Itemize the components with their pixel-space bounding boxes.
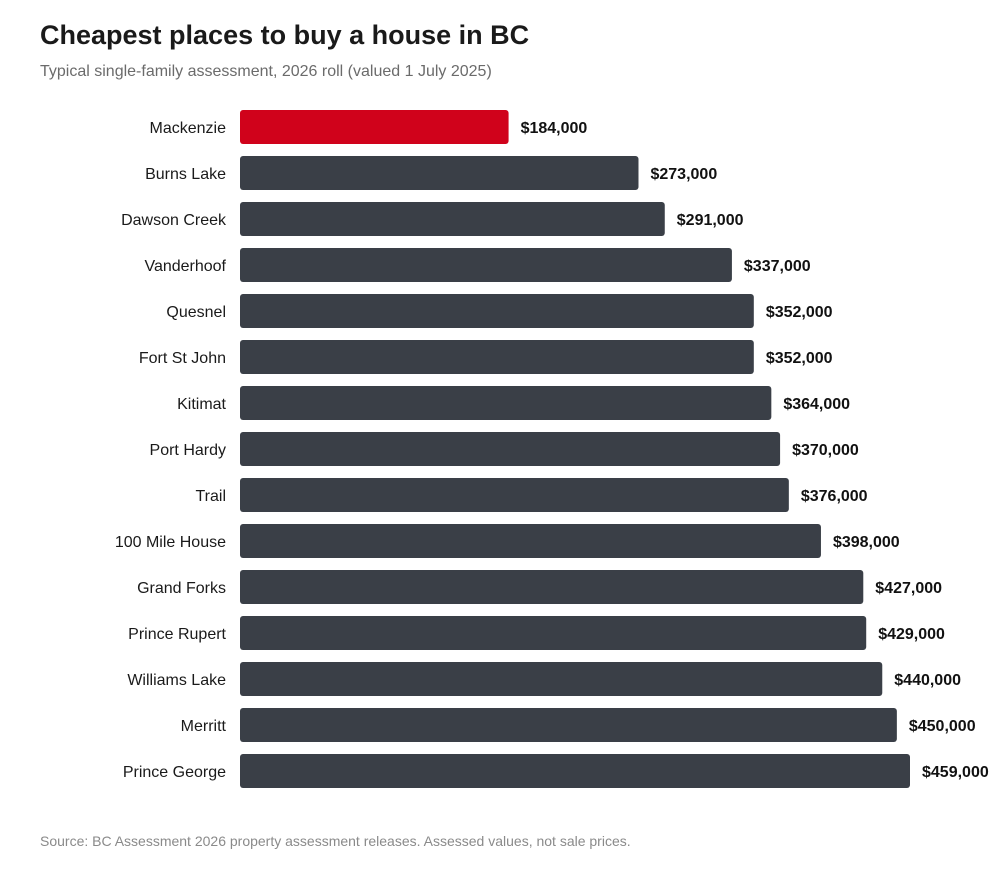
- category-label: Vanderhoof: [144, 258, 226, 275]
- category-label: Grand Forks: [137, 580, 226, 597]
- value-label: $398,000: [833, 534, 900, 551]
- bar-quesnel: [240, 294, 754, 328]
- bar-prince-rupert: [240, 616, 867, 650]
- bar-prince-george: [240, 754, 910, 788]
- source-note: Source: BC Assessment 2026 property asse…: [40, 833, 631, 849]
- value-label: $440,000: [894, 672, 961, 689]
- value-label: $427,000: [875, 580, 942, 597]
- category-label: Dawson Creek: [121, 212, 227, 229]
- bar-mackenzie: [240, 110, 509, 144]
- value-label: $184,000: [521, 120, 588, 137]
- bar-kitimat: [240, 386, 772, 420]
- value-label: $450,000: [909, 718, 976, 735]
- bar-grand-forks: [240, 570, 864, 604]
- category-label: Mackenzie: [150, 120, 227, 137]
- value-label: $376,000: [801, 488, 868, 505]
- category-label: Fort St John: [139, 350, 226, 367]
- category-label: Kitimat: [177, 396, 226, 413]
- category-label: Port Hardy: [150, 442, 226, 459]
- bar-williams-lake: [240, 662, 883, 696]
- chart-title: Cheapest places to buy a house in BC: [40, 20, 530, 50]
- category-label: Quesnel: [166, 304, 226, 321]
- bar-merritt: [240, 708, 897, 742]
- value-label: $337,000: [744, 258, 811, 275]
- bar-port-hardy: [240, 432, 781, 466]
- value-label: $352,000: [766, 304, 833, 321]
- category-label: Prince Rupert: [128, 626, 226, 643]
- value-label: $370,000: [792, 442, 859, 459]
- value-label: $429,000: [878, 626, 945, 643]
- bar-trail: [240, 478, 789, 512]
- category-label: Williams Lake: [127, 672, 226, 689]
- value-label: $352,000: [766, 350, 833, 367]
- bar-fort-st-john: [240, 340, 754, 374]
- value-label: $273,000: [650, 166, 717, 183]
- category-label: Burns Lake: [145, 166, 226, 183]
- bar-burns-lake: [240, 156, 639, 190]
- chart-subtitle: Typical single-family assessment, 2026 r…: [40, 63, 492, 80]
- category-label: Merritt: [181, 718, 227, 735]
- category-label: 100 Mile House: [115, 534, 226, 551]
- value-label: $291,000: [677, 212, 744, 229]
- bar-dawson-creek: [240, 202, 665, 236]
- category-label: Trail: [195, 488, 226, 505]
- value-label: $364,000: [783, 396, 850, 413]
- category-label: Prince George: [123, 764, 226, 781]
- bar-vanderhoof: [240, 248, 732, 282]
- bar-100-mile-house: [240, 524, 821, 558]
- value-label: $459,000: [922, 764, 989, 781]
